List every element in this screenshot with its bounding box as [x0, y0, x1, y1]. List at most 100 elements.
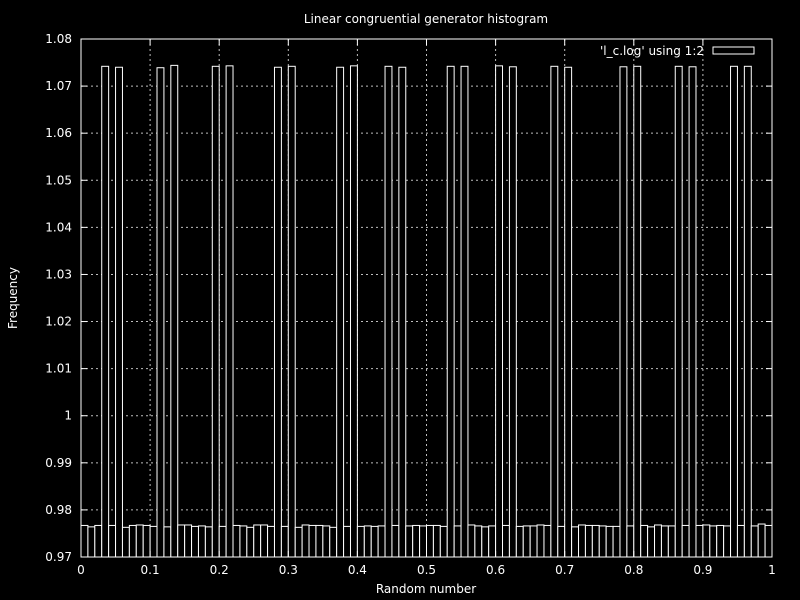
- histogram-bar: [633, 65, 642, 558]
- histogram-bar: [329, 526, 338, 558]
- x-tick-label: 0.2: [210, 563, 229, 577]
- histogram-bar: [149, 525, 158, 558]
- y-tick-label: 0.97: [45, 550, 72, 564]
- histogram-bar: [80, 524, 89, 558]
- histogram-bar: [619, 66, 628, 558]
- histogram-bar: [502, 524, 510, 558]
- histogram-bar: [522, 525, 531, 558]
- histogram-bar: [94, 524, 103, 558]
- histogram-bar: [674, 65, 683, 558]
- histogram-bar: [412, 524, 421, 558]
- histogram-bar: [515, 525, 524, 558]
- histogram-bar: [743, 65, 752, 558]
- histogram-bar: [584, 524, 593, 558]
- histogram-bar: [170, 64, 179, 558]
- histogram-bar: [308, 524, 317, 558]
- histogram-bar: [757, 523, 766, 558]
- histogram-bar: [667, 525, 676, 558]
- histogram-bar: [695, 524, 704, 558]
- y-tick-label: 1.02: [45, 315, 72, 329]
- x-axis-label: Random number: [376, 582, 476, 596]
- chart-title: Linear congruential generator histogram: [304, 12, 548, 26]
- histogram-bar: [87, 526, 96, 558]
- histogram-bar: [377, 525, 386, 558]
- histogram-bar: [564, 66, 573, 558]
- histogram-bar: [723, 525, 732, 558]
- y-tick-label: 1.01: [45, 362, 72, 376]
- histogram-bar: [391, 524, 400, 558]
- histogram-bar: [660, 525, 669, 558]
- histogram-bar: [225, 65, 234, 558]
- histogram-bar: [108, 524, 117, 558]
- histogram-bar: [121, 526, 130, 558]
- histogram-bar: [239, 525, 248, 558]
- histogram-bar: [702, 524, 711, 558]
- histogram-bar: [495, 65, 504, 558]
- histogram-bar: [115, 66, 123, 558]
- x-tick-label: 0.5: [417, 563, 436, 577]
- y-tick-label: 1.08: [45, 32, 72, 46]
- histogram-bar: [432, 524, 441, 558]
- histogram-bar: [191, 525, 199, 558]
- histogram-bar: [488, 525, 497, 558]
- histogram-bar: [716, 524, 725, 558]
- plot-border: [80, 38, 773, 558]
- histogram-bar: [405, 525, 414, 558]
- histogram-bar: [343, 525, 351, 558]
- bars: [80, 64, 773, 558]
- histogram-bar: [481, 526, 490, 558]
- histogram-bar: [142, 524, 151, 558]
- histogram-bar: [398, 66, 407, 558]
- histogram-bar: [232, 524, 241, 558]
- histogram-bar: [349, 65, 358, 558]
- x-tick-label: 0.6: [486, 563, 505, 577]
- histogram-bar: [204, 526, 213, 558]
- histogram-bar: [315, 524, 324, 558]
- histogram-bar: [681, 524, 690, 558]
- histogram-bar: [267, 525, 275, 558]
- legend-swatch: [712, 46, 755, 55]
- histogram-bar: [253, 524, 262, 558]
- histogram-bar: [163, 526, 172, 558]
- histogram-bar: [446, 65, 455, 558]
- x-tick-label: 0.7: [555, 563, 574, 577]
- histogram-bar: [605, 525, 614, 558]
- y-axis-label: Frequency: [6, 267, 20, 329]
- histogram-bar: [156, 67, 165, 558]
- histogram-bar: [439, 525, 448, 558]
- histogram-bar: [419, 525, 427, 558]
- x-tick-label: 0.3: [279, 563, 298, 577]
- histogram-bar: [654, 524, 662, 558]
- histogram-bar: [184, 524, 193, 558]
- y-tick-label: 1.04: [45, 220, 72, 234]
- histogram-bar: [101, 65, 110, 558]
- histogram-bar: [211, 65, 220, 558]
- histogram-bar: [626, 525, 635, 558]
- legend: 'l_c.log' using 1:2: [600, 44, 755, 58]
- histogram-bar: [612, 525, 621, 558]
- y-tick-label: 1.07: [45, 79, 72, 93]
- histogram-bar: [640, 524, 649, 558]
- histogram-bar: [273, 66, 282, 558]
- y-tick-label: 0.99: [45, 456, 72, 470]
- histogram-bar: [764, 524, 773, 558]
- histogram-bar: [384, 65, 393, 558]
- histogram-bar: [529, 525, 538, 558]
- x-tick-label: 0: [77, 563, 85, 577]
- x-tick-label: 0.8: [624, 563, 643, 577]
- histogram-bar: [467, 524, 476, 558]
- x-tick-labels: 0 0.1 0.2 0.3 0.4 0.5 0.6 0.7 0.8 0.9 1: [77, 563, 776, 577]
- histogram-bar: [260, 524, 269, 558]
- x-tick-label: 0.4: [348, 563, 367, 577]
- histogram-bar: [571, 526, 580, 558]
- legend-label: 'l_c.log' using 1:2: [600, 44, 704, 58]
- histogram-bar: [688, 66, 697, 558]
- grid-lines: [81, 39, 772, 557]
- histogram-bar: [294, 526, 303, 558]
- y-tick-label: 1.03: [45, 267, 72, 281]
- histogram-bar: [177, 524, 186, 558]
- histogram-bar: [598, 525, 607, 558]
- histogram-bar: [197, 525, 206, 558]
- x-tick-label: 1: [768, 563, 776, 577]
- y-tick-labels: 0.97 0.98 0.99 1 1.01 1.02 1.03 1.04 1.05 1.06 1.0…: [45, 32, 72, 564]
